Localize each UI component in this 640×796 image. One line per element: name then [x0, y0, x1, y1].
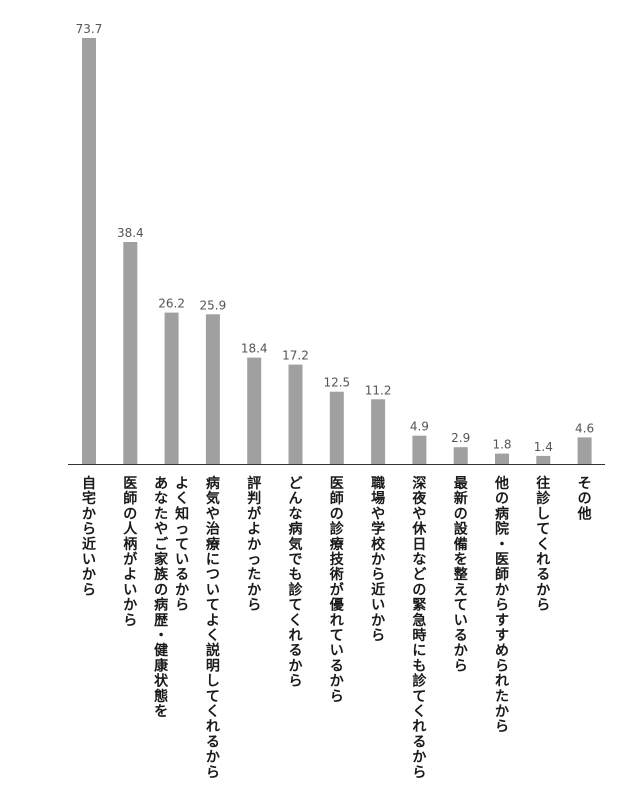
bar-value-label: 1.8	[492, 438, 511, 452]
category-label: 往診してくれるから	[536, 475, 551, 614]
bar-value-label: 26.2	[158, 297, 185, 311]
category-label-text: 最新の設備を整えているから	[453, 475, 469, 674]
category-label-text: 評判がよかったから	[247, 475, 262, 614]
category-label: 医師の人柄がよいから	[123, 476, 138, 629]
bar-value-label: 4.9	[410, 420, 429, 434]
category-label-text: 医師の診療技術が優れているから	[329, 476, 345, 705]
bar-5	[247, 357, 262, 464]
category-label-text: あなたやご家族の病歴・健康状態を	[154, 476, 169, 720]
bar-value-label: 11.2	[365, 383, 392, 397]
bar-value-label: 38.4	[117, 226, 144, 240]
bar-13	[577, 437, 592, 464]
category-label-text: その他	[577, 476, 592, 522]
bar-11	[495, 453, 509, 464]
bar-9	[412, 435, 427, 464]
bars-layer	[82, 38, 592, 464]
bar-value-label: 73.7	[76, 22, 103, 36]
category-label-text: 自宅から近いから	[82, 475, 96, 598]
category-label: 病気や治療についてよく説明してくれるから	[206, 475, 221, 781]
category-label: 自宅から近いから	[82, 475, 96, 598]
bar-3	[164, 312, 179, 464]
bar-12	[536, 455, 551, 464]
category-label-text: 病気や治療についてよく説明してくれるから	[206, 475, 221, 781]
bar-value-label: 25.9	[200, 298, 227, 312]
category-label: 職場や学校から近いから	[371, 475, 386, 644]
bar-value-label: 1.4	[534, 440, 553, 454]
category-label-text: 他の病院・医師からすすめられたから	[494, 475, 509, 735]
bar-value-label: 18.4	[241, 342, 268, 356]
category-label-text: 医師の人柄がよいから	[123, 476, 138, 629]
category-label: 評判がよかったから	[247, 475, 262, 614]
category-label: 他の病院・医師からすすめられたから	[494, 475, 509, 735]
category-label-text: 往診してくれるから	[536, 475, 551, 614]
category-label-text: どんな病気でも診てくれるから	[289, 476, 304, 690]
bar-value-label: 4.6	[575, 421, 594, 435]
category-label-text: 深夜や休日などの緊急時にも診てくれるから	[411, 475, 427, 781]
bar-1	[82, 38, 96, 464]
category-label-text: 職場や学校から近いから	[371, 475, 386, 644]
bar-value-label: 12.5	[323, 376, 350, 390]
category-label: 深夜や休日などの緊急時にも診てくれるから	[411, 475, 427, 781]
bar-4	[205, 314, 220, 464]
category-label: その他	[577, 476, 592, 522]
category-label: どんな病気でも診てくれるから	[289, 476, 304, 690]
value-labels-layer: 73.7 38.4 26.2 25.9 18.4 17.2 12.5 11.2 4.9 2.9 1.…	[76, 22, 595, 454]
category-label: 最新の設備を整えているから	[453, 475, 469, 674]
bar-2	[123, 242, 138, 464]
bar-7	[329, 391, 344, 464]
category-label: 医師の診療技術が優れているから	[329, 476, 345, 705]
bar-6	[288, 364, 303, 464]
bar-value-label: 17.2	[282, 349, 309, 363]
bar-value-label: 2.9	[451, 431, 470, 445]
bar-8	[371, 399, 386, 464]
category-label-text: よく知っているから	[175, 476, 189, 614]
bar-10	[453, 447, 468, 464]
category-labels-layer: 自宅から近いから 医師の人柄がよいから あなたやご家族の病歴・健康状態をよく知ってい…	[82, 475, 592, 781]
